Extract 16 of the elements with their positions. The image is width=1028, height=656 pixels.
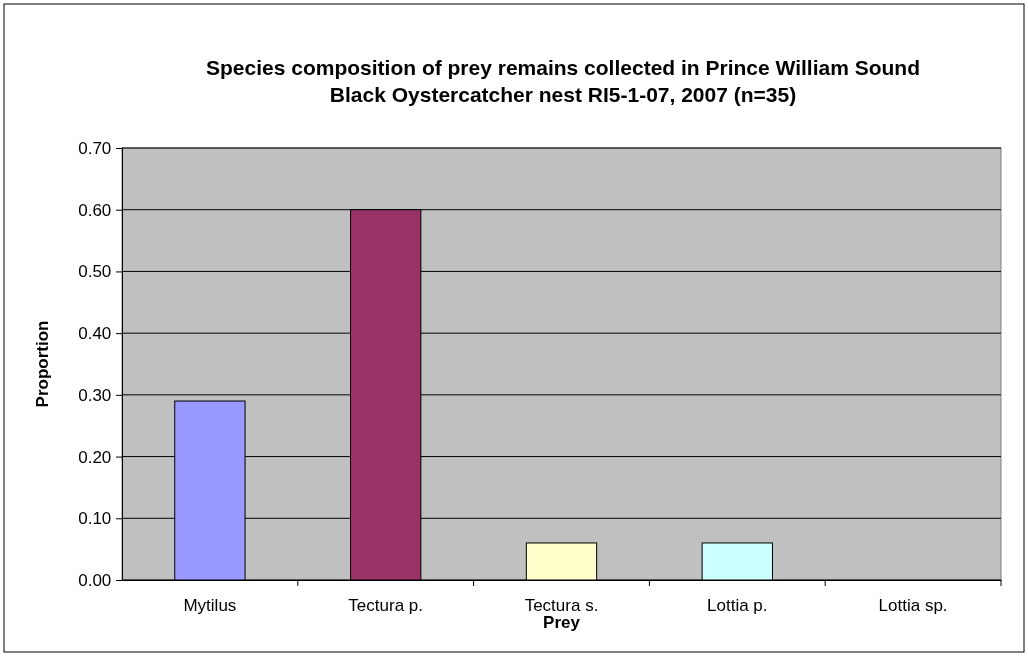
y-tick-label: 0.60 xyxy=(78,200,112,220)
y-tick-label: 0.70 xyxy=(78,138,112,158)
chart-title: Species composition of prey remains collected in Prince William Sound Black Oystercatcher nest RI5-1-07, 2007 (n=35) xyxy=(206,56,920,106)
x-axis-title: Prey xyxy=(543,613,581,632)
y-tick-label: 0.20 xyxy=(78,447,112,467)
y-tick-label: 0.30 xyxy=(78,385,112,405)
y-tick-label: 0.50 xyxy=(78,262,112,282)
x-tick-label: Mytilus xyxy=(183,596,237,616)
y-tick-label: 0.00 xyxy=(78,570,112,590)
x-tick-label: Lottia sp. xyxy=(878,596,948,616)
x-tick-label: Tectura p. xyxy=(348,596,424,616)
y-tick-label: 0.40 xyxy=(78,324,112,344)
y-axis-title: Proportion xyxy=(33,320,52,408)
y-tick-label: 0.10 xyxy=(78,509,112,529)
x-tick-label: Lottia p. xyxy=(707,596,768,616)
x-tick-label: Tectura s. xyxy=(524,596,599,616)
